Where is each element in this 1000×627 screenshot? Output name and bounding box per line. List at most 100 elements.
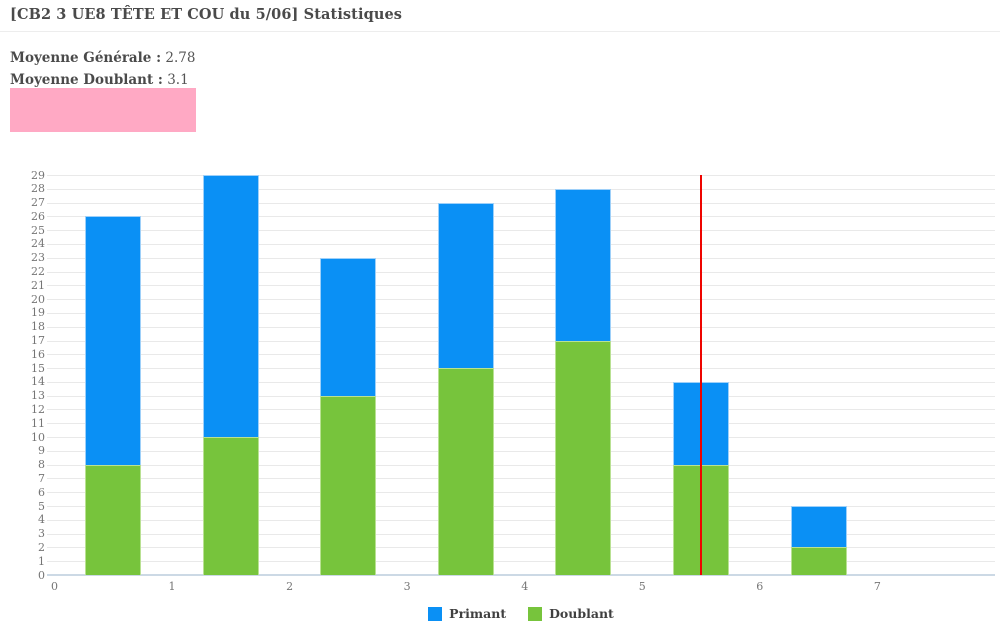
y-axis-tick-label: 0 (38, 568, 45, 582)
y-gridline (47, 230, 995, 232)
x-axis-tick-label: 5 (638, 580, 646, 593)
chart-legend: Primant Doublant (47, 606, 995, 621)
y-gridline (47, 437, 995, 439)
y-axis-tick-label: 7 (38, 471, 45, 485)
y-gridline (47, 423, 995, 425)
y-axis-tick-label: 23 (31, 251, 45, 265)
y-axis-tick-label: 27 (31, 196, 45, 210)
x-axis-tick-label: 1 (168, 580, 176, 593)
y-axis-tick-label: 17 (31, 334, 45, 348)
bar-segment-doublant[interactable] (320, 395, 377, 575)
y-gridline (47, 519, 995, 521)
y-gridline (47, 464, 995, 466)
y-axis-tick-label: 12 (31, 402, 45, 416)
y-axis-tick-label: 14 (31, 375, 45, 389)
y-gridline (47, 216, 995, 218)
bar-segment-primant[interactable] (790, 506, 847, 548)
y-gridline (47, 354, 995, 356)
x-axis-tick-label: 4 (521, 580, 529, 593)
legend-item-doublant[interactable]: Doublant (528, 606, 614, 621)
y-gridline (47, 506, 995, 508)
y-axis-tick-label: 9 (38, 444, 45, 458)
doublant-swatch-icon (528, 606, 543, 621)
y-axis-tick-label: 1 (38, 554, 45, 568)
y-axis-tick-label: 15 (31, 361, 45, 375)
bar-segment-primant[interactable] (85, 216, 142, 465)
moyenne-generale-label: Moyenne Générale : (10, 50, 162, 66)
bar-segment-doublant[interactable] (437, 368, 494, 575)
y-axis-tick-label: 28 (31, 182, 45, 196)
x-axis-tick-label: 0 (51, 580, 58, 593)
y-gridline (47, 271, 995, 273)
y-gridline (47, 257, 995, 259)
y-gridline (47, 492, 995, 494)
y-axis-tick-label: 6 (38, 485, 45, 499)
y-axis-tick-label: 13 (31, 389, 45, 403)
y-axis-tick-label: 16 (31, 347, 45, 361)
y-axis-tick-label: 26 (31, 209, 45, 223)
y-gridline (47, 326, 995, 328)
y-axis-tick-label: 5 (38, 499, 45, 513)
bar-segment-doublant[interactable] (202, 437, 259, 575)
legend-label-primant: Primant (449, 606, 507, 621)
moyenne-generale-line: Moyenne Générale : 2.78 (10, 47, 195, 69)
bar-segment-doublant[interactable] (790, 547, 847, 575)
bar-segment-primant[interactable] (673, 381, 730, 465)
y-gridline (47, 202, 995, 204)
legend-label-doublant: Doublant (549, 606, 614, 621)
y-gridline (47, 175, 995, 176)
y-axis-tick-label: 2 (38, 540, 45, 554)
page-header: [CB2 3 UE8 TÊTE ET COU du 5/06] Statisti… (0, 0, 1000, 32)
y-gridline (47, 395, 995, 397)
page-title: [CB2 3 UE8 TÊTE ET COU du 5/06] Statisti… (10, 6, 403, 23)
moyenne-generale-value: 2.78 (165, 50, 196, 66)
y-gridline (47, 450, 995, 452)
y-axis-tick-label: 18 (31, 320, 45, 334)
legend-item-primant[interactable]: Primant (428, 606, 506, 621)
y-axis-tick-label: 22 (31, 265, 45, 279)
x-axis-tick-label: 3 (403, 580, 411, 593)
averages-block: Moyenne Générale : 2.78 Moyenne Doublant… (10, 47, 195, 91)
bar-segment-doublant[interactable] (85, 464, 142, 575)
y-axis-tick-label: 8 (38, 458, 45, 472)
y-gridline (47, 243, 995, 245)
y-gridline (47, 188, 995, 190)
y-gridline (47, 478, 995, 480)
x-axis-tick-label: 6 (756, 580, 764, 593)
bar-segment-primant[interactable] (555, 188, 612, 341)
y-axis-tick-label: 19 (31, 306, 45, 320)
y-axis-tick-label: 21 (31, 278, 45, 292)
bar-segment-doublant[interactable] (673, 464, 730, 575)
y-gridline (47, 368, 995, 370)
bar-segment-primant[interactable] (202, 175, 259, 438)
y-gridline (47, 381, 995, 383)
y-axis-tick-label: 10 (31, 430, 45, 444)
y-axis-tick-label: 24 (31, 237, 45, 251)
bar-segment-primant[interactable] (437, 202, 494, 369)
y-gridline (47, 299, 995, 301)
y-gridline (47, 340, 995, 342)
y-gridline (47, 533, 995, 535)
y-axis-tick-label: 29 (31, 168, 45, 182)
y-gridline (47, 312, 995, 314)
y-axis-tick-label: 20 (31, 292, 45, 306)
y-gridline (47, 561, 995, 563)
y-gridline (47, 409, 995, 411)
primant-swatch-icon (428, 606, 443, 621)
moyenne-doublant-label: Moyenne Doublant : (10, 72, 163, 88)
y-axis-tick-label: 4 (38, 513, 45, 527)
y-gridline (47, 285, 995, 287)
moyenne-doublant-line: Moyenne Doublant : 3.1 (10, 69, 195, 91)
y-axis-tick-label: 3 (38, 527, 45, 541)
bar-segment-doublant[interactable] (555, 340, 612, 575)
x-axis-line (47, 574, 995, 576)
y-gridline (47, 547, 995, 549)
moyenne-doublant-value: 3.1 (167, 72, 189, 88)
pink-highlight-box (10, 88, 196, 132)
x-axis-tick-label: 7 (873, 580, 881, 593)
x-axis-tick-label: 2 (286, 580, 294, 593)
y-axis-tick-label: 11 (31, 416, 45, 430)
y-axis-tick-label: 25 (31, 223, 45, 237)
bar-segment-primant[interactable] (320, 257, 377, 396)
